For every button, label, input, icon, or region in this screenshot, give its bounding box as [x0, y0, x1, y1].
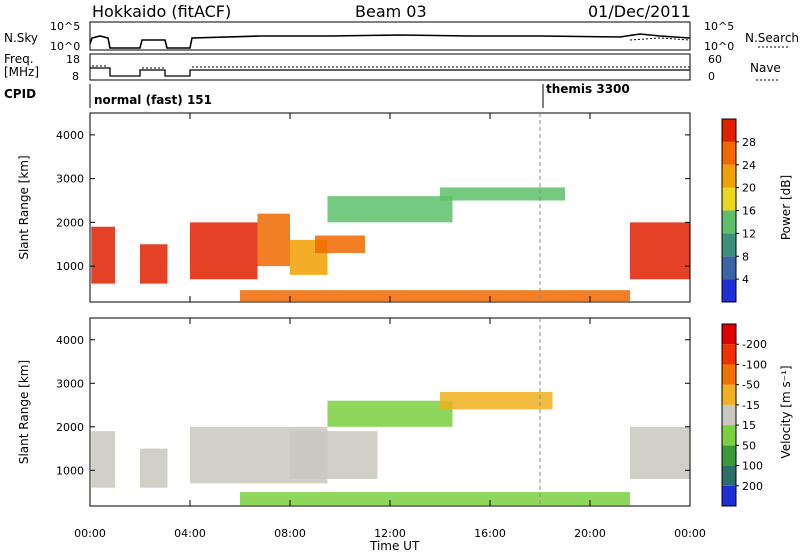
colorbar-tick-label: 16 [742, 205, 756, 218]
colorbar-segment [722, 279, 736, 302]
x-tick-label: 12:00 [374, 527, 406, 540]
colorbar-label: Velocity [m s⁻¹] [779, 365, 793, 458]
x-tick-label: 20:00 [574, 527, 606, 540]
colorbar-segment [722, 425, 736, 446]
nsky-trace [89, 33, 691, 49]
colorbar-frame [721, 323, 737, 507]
x-tick-label: 16:00 [474, 527, 506, 540]
colorbar-tick-label: 200 [742, 480, 763, 493]
y-tick-label: 3000 [56, 377, 84, 390]
nave-label: Nave [750, 61, 781, 75]
heatmap-region [315, 235, 365, 253]
heatmap-region [257, 213, 290, 267]
nsky-label: N.Sky [4, 31, 38, 45]
colorbar-tick-label: 24 [742, 159, 756, 172]
colorbar-segment [722, 210, 736, 234]
colorbar-tick-label: -200 [742, 338, 767, 351]
y-tick-label: 2000 [56, 216, 84, 229]
colorbar-segment [722, 256, 736, 280]
heatmap-panel-0: 1000 2000 3000 4000 Slant Range [km] 4 8 12 16 20… [17, 112, 793, 303]
colorbar-segment [722, 404, 736, 426]
colorbar-tick-label: 15 [742, 419, 756, 432]
colorbar-segment [722, 465, 736, 486]
date-title: 01/Dec/2011 [588, 2, 691, 21]
colorbar-tick-label: 20 [742, 182, 756, 195]
colorbar-tick-label: -100 [742, 358, 767, 371]
nsky-panel [89, 21, 691, 51]
colorbar-segment [722, 445, 736, 466]
freq-left-top-tick: 18 [66, 53, 80, 66]
heatmap-region [630, 426, 690, 480]
y-tick-label: 3000 [56, 173, 84, 186]
nave-trace [92, 65, 690, 69]
heatmap-region [440, 391, 553, 410]
heatmap-region [240, 492, 630, 506]
heatmap-region [91, 226, 115, 284]
freq-right-top-tick: 60 [708, 53, 722, 66]
heatmap-region [327, 400, 453, 427]
colorbar-tick-label: 100 [742, 460, 763, 473]
colorbar-tick-label: 4 [742, 273, 749, 286]
heatmap-region [140, 244, 168, 284]
colorbar-tick-label: 12 [742, 227, 756, 240]
y-tick-label: 1000 [56, 464, 84, 477]
heatmap-region [91, 431, 115, 488]
colorbar-tick-label: 8 [742, 250, 749, 263]
heatmap-region [440, 187, 565, 201]
y-tick-label: 1000 [56, 260, 84, 273]
y-tick-label: 2000 [56, 421, 84, 434]
freq-right-bottom-tick: 0 [708, 70, 715, 83]
colorbar-segment [722, 485, 736, 506]
colorbar-tick-label: -50 [742, 379, 760, 392]
x-tick-label: 04:00 [174, 527, 206, 540]
colorbar-0: 4 8 12 16 20 24 28 Power [dB] [721, 118, 793, 303]
colorbar-segment [722, 344, 736, 365]
y-axis-label: Slant Range [km] [17, 360, 31, 464]
nsearch-trace [629, 37, 691, 41]
x-tick-label: 00:00 [674, 527, 706, 540]
heatmap-region [327, 196, 453, 223]
colorbar-1: 200 100 50 15 -15 -50 -100 -200 Velocity [m s⁻¹] [721, 323, 793, 507]
nsky-right-top-tick: 10^5 [704, 20, 734, 33]
nsearch-label: N.Search [745, 31, 799, 45]
freq-label-1: Freq. [4, 52, 34, 66]
station-title: Hokkaido (fitACF) [92, 2, 231, 21]
colorbar-tick-label: 28 [742, 136, 756, 149]
cpid-mode-themis: themis 3300 [546, 82, 630, 96]
nsky-left-top-tick: 10^5 [50, 20, 80, 33]
colorbar-segment [722, 324, 736, 345]
heatmap-region [190, 222, 258, 280]
cpid-mode-normal: normal (fast) 151 [94, 93, 212, 107]
y-axis-label: Slant Range [km] [17, 155, 31, 259]
beam-title: Beam 03 [355, 2, 427, 21]
heatmap-region [630, 222, 690, 280]
freq-trace [90, 67, 690, 77]
colorbar-segment [722, 141, 736, 165]
colorbar-segment [722, 187, 736, 211]
freq-left-bottom-tick: 8 [72, 70, 79, 83]
nsky-right-bottom-tick: 10^0 [704, 40, 734, 53]
colorbar-segment [722, 164, 736, 188]
heatmap-region [240, 290, 630, 302]
colorbar-tick-label: -15 [742, 399, 760, 412]
x-tick-label: 08:00 [274, 527, 306, 540]
colorbar-segment [722, 233, 736, 257]
cpid-label: CPID [4, 87, 36, 101]
colorbar-segment [722, 384, 736, 405]
heatmap-region [290, 431, 378, 480]
time-axis-title: Time UT [369, 539, 420, 553]
heatmap-region [140, 448, 168, 488]
colorbar-tick-label: 50 [742, 439, 756, 452]
nsky-left-bottom-tick: 10^0 [50, 40, 80, 53]
colorbar-segment [722, 364, 736, 385]
colorbar-label: Power [dB] [779, 175, 793, 240]
y-tick-label: 4000 [56, 129, 84, 142]
freq-label-2: [MHz] [4, 65, 39, 79]
x-tick-label: 00:00 [74, 527, 106, 540]
y-tick-label: 4000 [56, 334, 84, 347]
colorbar-segment [722, 119, 736, 142]
heatmap-panel-1: 1000 2000 3000 4000 Slant Range [km] 00:00 04:… [17, 317, 793, 540]
